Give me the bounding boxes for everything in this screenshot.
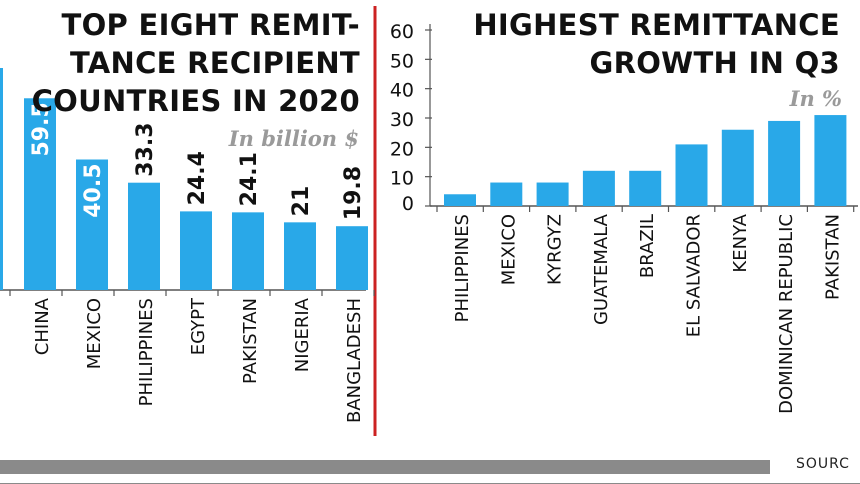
source-label: SOURC <box>796 456 850 472</box>
value-label-nigeria: 21 <box>289 186 314 217</box>
y-tick-label: 0 <box>402 193 414 215</box>
left-chart-title: TOP EIGHT REMIT- TANCE RECIPIENT COUNTRI… <box>31 8 360 118</box>
y-tick-label: 30 <box>390 109 414 131</box>
bar-pakistan <box>232 212 264 290</box>
category-label-philippines: PHILIPPINES <box>452 214 473 322</box>
y-tick-label: 60 <box>390 21 414 43</box>
value-label-pakistan: 24.1 <box>237 152 262 206</box>
bar-egypt <box>180 211 212 290</box>
partial-bar-fragment <box>0 68 3 290</box>
category-label-kyrgyz: KYRGYZ <box>545 214 566 285</box>
footer-bar <box>0 460 770 474</box>
bar-china <box>24 98 56 291</box>
bar-pakistan <box>814 115 847 206</box>
category-label-kenya: KENYA <box>730 213 751 272</box>
bar-mexico <box>76 159 108 290</box>
bar-kenya <box>721 129 754 206</box>
bar-brazil <box>629 170 662 206</box>
category-label-egypt: EGYPT <box>188 297 209 355</box>
right-chart-unit: In % <box>789 86 842 111</box>
category-label-guatemala: GUATEMALA <box>591 213 612 325</box>
value-label-philippines: 33.3 <box>133 122 158 176</box>
category-label-mexico: MEXICO <box>84 298 105 369</box>
y-tick-label: 40 <box>390 80 414 102</box>
category-label-el-salvador: EL SALVADOR <box>684 214 705 337</box>
bar-mexico <box>490 182 523 206</box>
category-label-philippines: PHILIPPINES <box>136 298 157 406</box>
category-label-dominican-republic: DOMINICAN REPUBLIC <box>776 214 797 414</box>
category-label-brazil: BRAZIL <box>637 214 658 278</box>
value-label-china: 59.5 <box>29 102 54 156</box>
value-label-egypt: 24.4 <box>185 151 210 205</box>
bar-guatemala <box>582 170 615 206</box>
y-tick-label: 50 <box>390 50 414 72</box>
value-label-bangladesh: 19.8 <box>341 166 366 220</box>
bar-el-salvador <box>675 144 708 206</box>
category-label-mexico: MEXICO <box>498 214 519 285</box>
bar-nigeria <box>284 222 316 290</box>
bar-philippines <box>128 182 160 290</box>
category-label-bangladesh: BANGLADESH <box>344 298 365 423</box>
category-label-pakistan: PAKISTAN <box>822 214 843 300</box>
y-tick-label: 10 <box>390 168 414 190</box>
value-label-mexico: 40.5 <box>81 164 106 218</box>
bar-dominican-republic <box>768 120 801 206</box>
y-tick-label: 20 <box>390 138 414 160</box>
category-label-china: CHINA <box>32 297 53 355</box>
category-label-nigeria: NIGERIA <box>292 297 313 372</box>
category-label-pakistan: PAKISTAN <box>240 298 261 384</box>
left-chart-unit: In billion $ <box>228 126 359 151</box>
bar-bangladesh <box>336 226 368 290</box>
bar-kyrgyz <box>536 182 569 206</box>
right-chart-title: HIGHEST REMITTANCE GROWTH IN Q3 <box>473 8 840 80</box>
bar-philippines <box>444 194 476 206</box>
